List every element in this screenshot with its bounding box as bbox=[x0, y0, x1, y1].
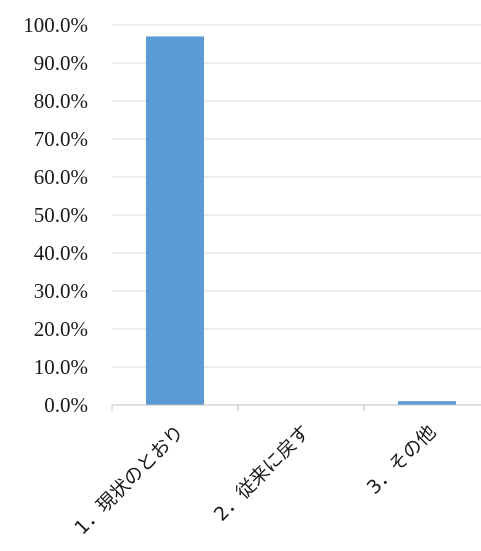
bars bbox=[146, 36, 456, 406]
y-tick-label: 100.0% bbox=[23, 13, 88, 37]
bar bbox=[146, 36, 204, 406]
x-axis bbox=[111, 404, 481, 411]
y-axis-tick-labels: 0.0% 10.0% 20.0% 30.0% 40.0% 50.0% 60.0% 70.0% 8… bbox=[23, 13, 88, 417]
y-tick-label: 50.0% bbox=[34, 203, 88, 227]
y-tick-label: 40.0% bbox=[34, 241, 88, 265]
x-axis-tick-labels: 1．現状のとおり 2．従来に戻す 3．その他 bbox=[70, 421, 440, 539]
y-tick-label: 90.0% bbox=[34, 51, 88, 75]
x-tick-label: 2．従来に戻す bbox=[210, 421, 315, 526]
bar bbox=[398, 401, 456, 405]
y-tick-label: 70.0% bbox=[34, 127, 88, 151]
x-tick-label: 1．現状のとおり bbox=[70, 421, 188, 539]
y-tick-label: 20.0% bbox=[34, 317, 88, 341]
y-tick-label: 60.0% bbox=[34, 165, 88, 189]
y-tick-label: 80.0% bbox=[34, 89, 88, 113]
y-tick-label: 10.0% bbox=[34, 355, 88, 379]
y-tick-label: 30.0% bbox=[34, 279, 88, 303]
y-tick-label: 0.0% bbox=[44, 393, 88, 417]
x-tick-label: 3．その他 bbox=[363, 421, 441, 499]
